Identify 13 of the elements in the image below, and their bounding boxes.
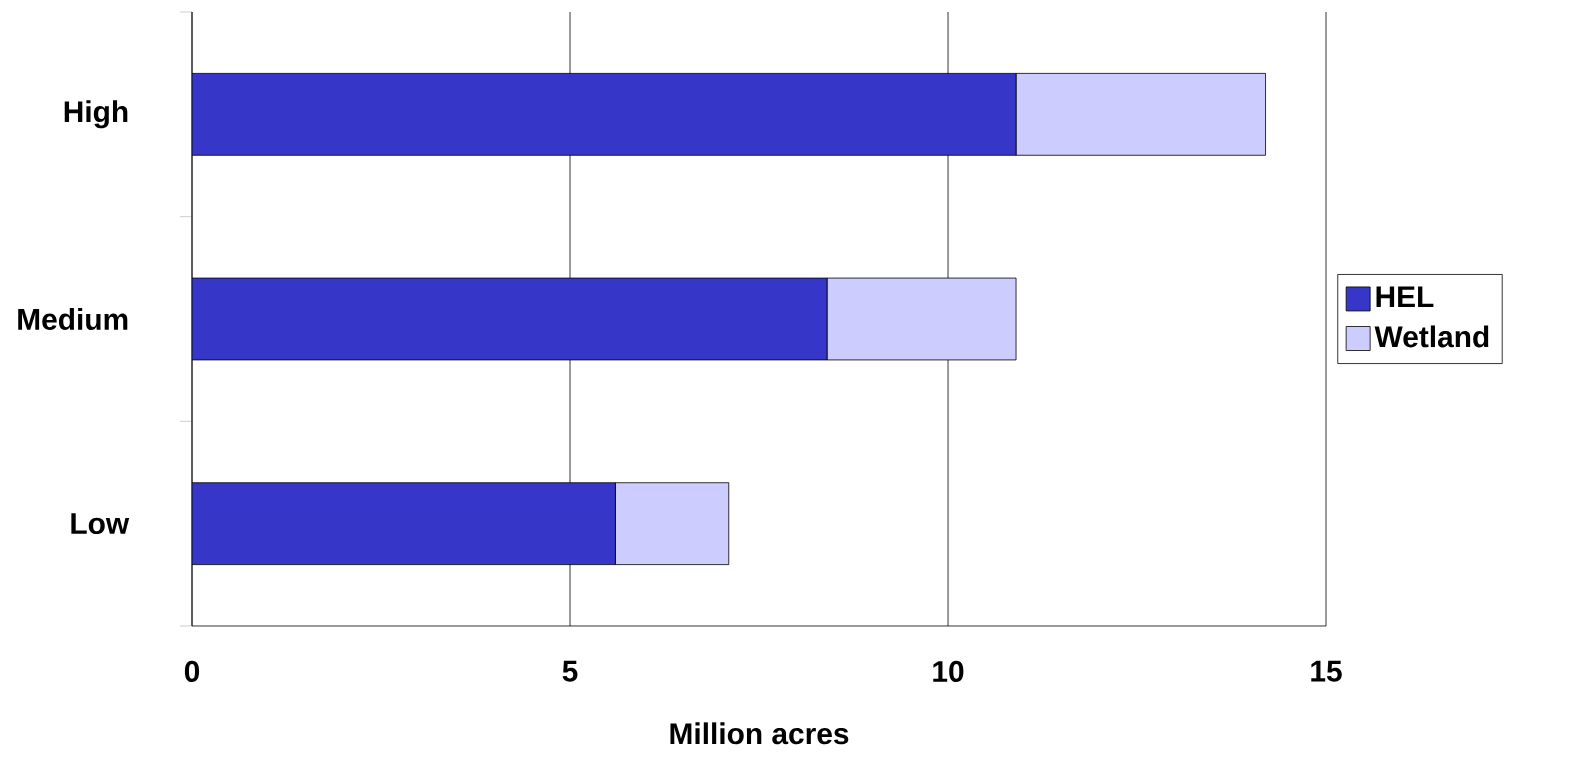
bar [192,277,828,361]
y-tick-label: Medium [18,308,128,330]
y-tick-label: Low [71,513,130,535]
x-tick-label: 5 [562,660,578,682]
bar [192,482,616,565]
legend-label: HEL [1376,286,1434,307]
x-tick-label: 10 [933,660,964,683]
bar [192,73,1017,156]
y-tick-label: High [64,100,128,129]
legend-label: Wetland [1374,325,1489,348]
x-tick-label: 0 [184,660,200,683]
x-tick-label: 15 [1311,660,1342,682]
x-axis-title: Million acres [670,722,849,745]
